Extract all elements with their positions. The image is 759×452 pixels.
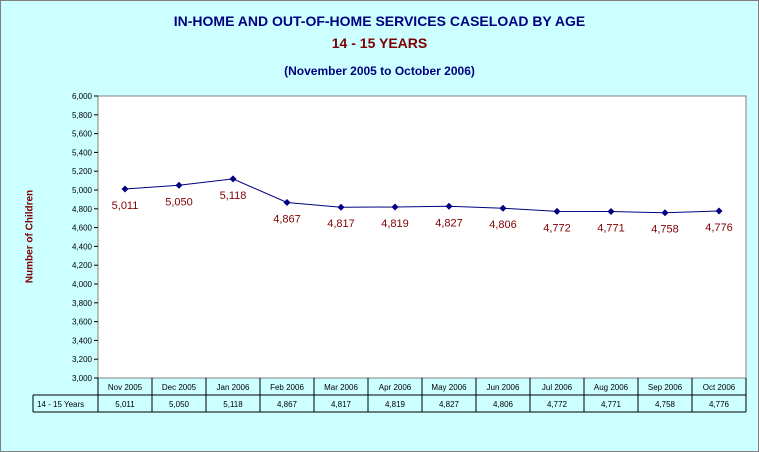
x-category-label: Apr 2006 — [379, 383, 412, 392]
chart-subtitle: 14 - 15 YEARS — [331, 35, 428, 51]
data-label: 4,806 — [489, 219, 517, 231]
y-tick-label: 4,400 — [72, 242, 93, 251]
y-tick-label: 4,600 — [72, 224, 93, 233]
y-tick-label: 5,000 — [72, 186, 93, 195]
x-category-label: Nov 2005 — [108, 383, 143, 392]
y-tick-label: 5,400 — [72, 148, 93, 157]
data-point-marker — [283, 199, 291, 207]
y-tick-label: 4,200 — [72, 261, 93, 270]
table-value-cell: 5,118 — [223, 400, 243, 409]
table-value-cell: 5,011 — [115, 400, 135, 409]
x-category-label: Feb 2006 — [270, 383, 304, 392]
data-point-marker — [607, 208, 615, 216]
x-category-label: Jun 2006 — [487, 383, 520, 392]
data-label: 5,118 — [220, 190, 247, 202]
x-category-label: Jul 2006 — [542, 383, 573, 392]
table-value-cell: 5,050 — [169, 400, 190, 409]
data-point-marker — [391, 203, 399, 211]
y-tick-label: 3,600 — [72, 318, 93, 327]
data-point-marker — [175, 181, 183, 189]
series-line — [124, 178, 720, 214]
table-value-cell: 4,819 — [385, 400, 406, 409]
data-point-marker — [445, 202, 453, 210]
table-value-cell: 4,776 — [709, 400, 730, 409]
x-category-label: Mar 2006 — [324, 383, 358, 392]
data-label: 4,776 — [705, 222, 733, 234]
table-value-cell: 4,817 — [331, 400, 352, 409]
table-value-cell: 4,827 — [439, 400, 460, 409]
data-point-marker — [229, 175, 237, 183]
data-label: 4,827 — [435, 217, 463, 229]
y-tick-label: 5,600 — [72, 130, 93, 139]
table-value-cell: 4,772 — [547, 400, 568, 409]
y-tick-label: 3,400 — [72, 336, 93, 345]
data-point-marker — [553, 207, 561, 215]
table-value-cell: 4,867 — [277, 400, 298, 409]
data-label: 5,011 — [112, 200, 139, 212]
y-tick-label: 3,200 — [72, 355, 93, 364]
plot-area — [97, 95, 747, 379]
table-value-cell: 4,806 — [493, 400, 514, 409]
y-tick-label: 5,200 — [72, 167, 93, 176]
y-tick-label: 4,000 — [72, 280, 93, 289]
x-category-label: Sep 2006 — [648, 383, 683, 392]
data-point-marker — [661, 209, 669, 217]
data-label: 4,867 — [273, 214, 301, 226]
data-label: 4,817 — [327, 218, 355, 230]
y-tick-label: 3,000 — [72, 374, 93, 383]
chart-period: (November 2005 to October 2006) — [284, 64, 475, 78]
table-value-cell: 4,758 — [655, 400, 676, 409]
y-tick-label: 5,800 — [72, 111, 93, 120]
y-tick-label: 3,800 — [72, 299, 93, 308]
data-label: 4,771 — [597, 223, 625, 235]
table-value-cell: 4,771 — [601, 400, 622, 409]
data-label: 4,758 — [651, 224, 679, 236]
x-category-label: Jan 2006 — [217, 383, 250, 392]
x-category-label: Dec 2005 — [162, 383, 197, 392]
x-category-label: Oct 2006 — [703, 383, 736, 392]
data-label: 4,772 — [543, 222, 571, 234]
data-point-marker — [121, 185, 129, 193]
data-label: 5,050 — [165, 196, 193, 208]
x-category-label: Aug 2006 — [594, 383, 629, 392]
y-tick-label: 4,800 — [72, 205, 93, 214]
x-category-label: May 2006 — [431, 383, 467, 392]
data-point-marker — [499, 204, 507, 212]
data-point-marker — [337, 203, 345, 211]
table-series-name: 14 - 15 Years — [37, 400, 84, 409]
y-tick-label: 6,000 — [72, 92, 93, 101]
data-point-marker — [715, 207, 723, 215]
chart-title: IN-HOME AND OUT-OF-HOME SERVICES CASELOA… — [173, 13, 586, 29]
data-label: 4,819 — [381, 218, 409, 230]
